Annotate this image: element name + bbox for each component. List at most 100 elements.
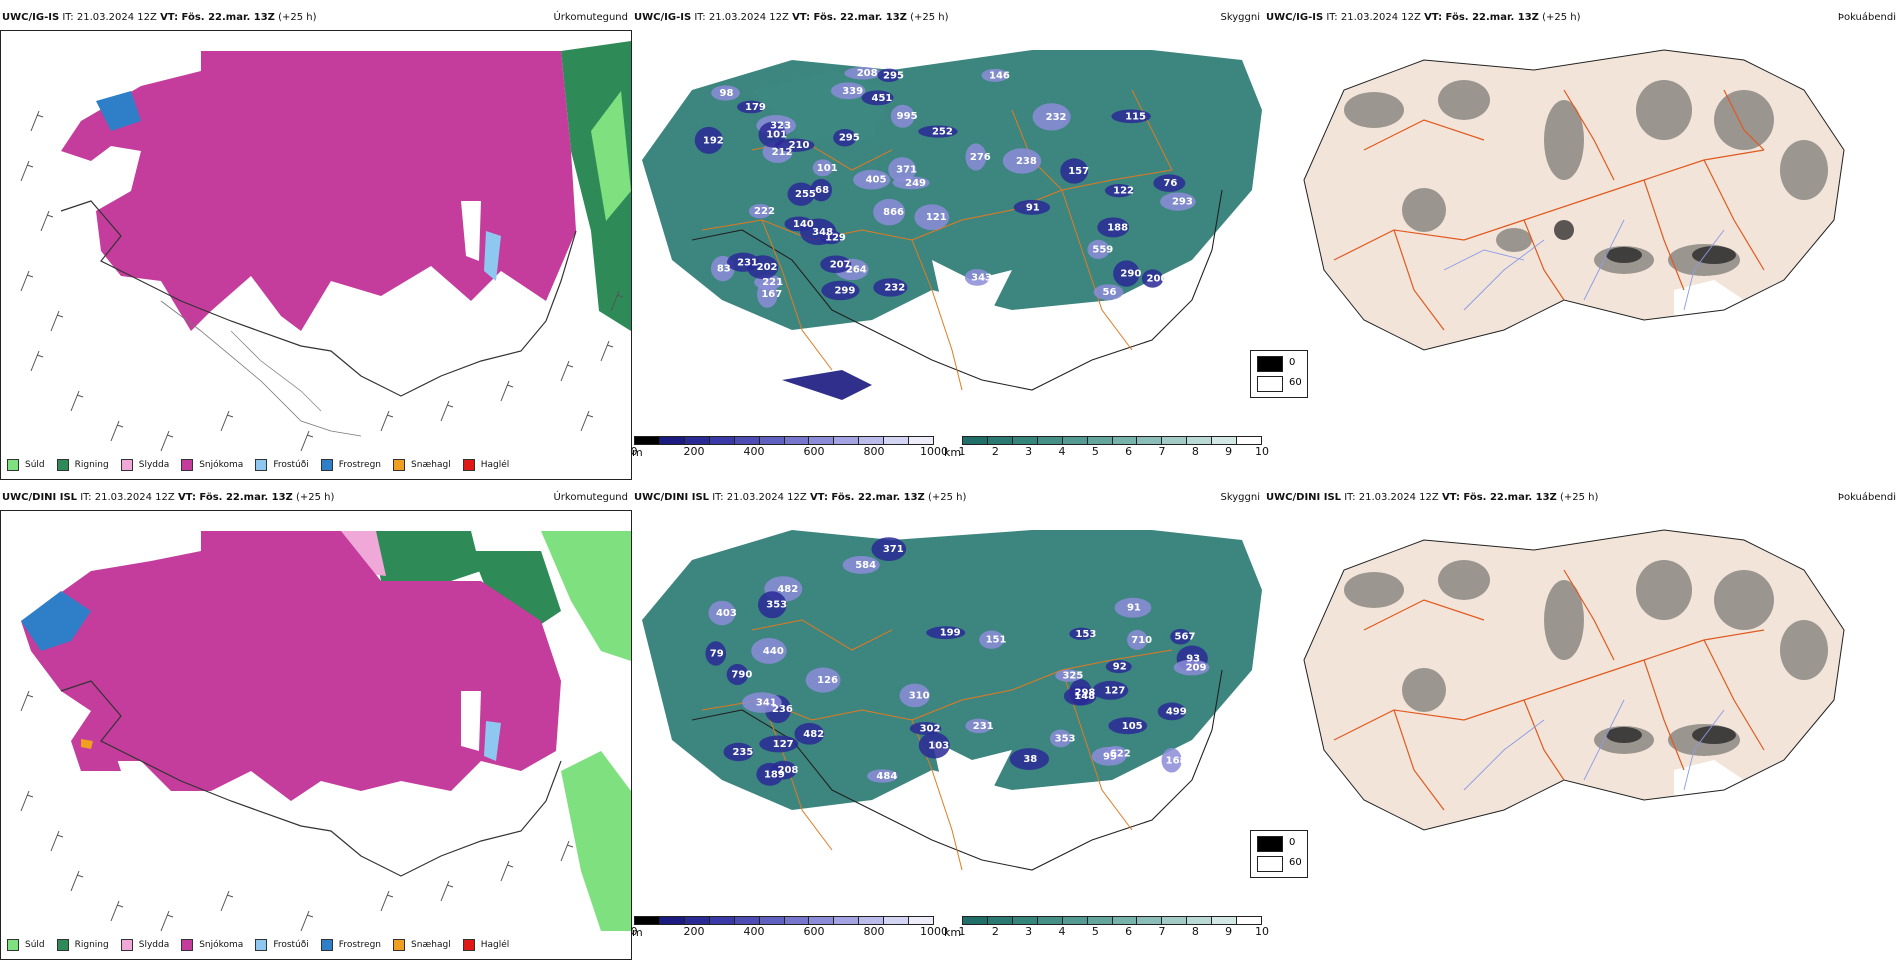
low-cloud-blob xyxy=(1091,746,1127,766)
cloud-base-label: 126 xyxy=(817,675,838,686)
colorbar-tick: 4 xyxy=(1058,445,1066,458)
cloud-base-label: 339 xyxy=(842,86,863,97)
cloud-base-label: 405 xyxy=(866,175,887,186)
colorbar-segment xyxy=(859,917,885,924)
top-row: UWC/IG-IS IT: 21.03.2024 12Z VT: Fös. 22… xyxy=(0,0,1900,480)
panel-title: Úrkomutegund xyxy=(553,492,628,503)
precip-legend: Súld Rigning Slydda Snjókoma Frostúði Frostre… xyxy=(7,937,521,953)
cloud-base-label: 353 xyxy=(766,600,787,611)
low-cloud-blob xyxy=(737,100,766,114)
cloud-base-label: 208 xyxy=(857,68,878,79)
cloud-base-label: 129 xyxy=(825,232,846,243)
fog-legend-high: 0 xyxy=(1289,837,1296,848)
low-cloud-blob xyxy=(1013,199,1051,215)
panel-header: UWC/IG-IS IT: 21.03.2024 12Z VT: Fös. 22… xyxy=(634,12,1260,28)
cloud-base-label: 484 xyxy=(876,771,897,782)
valid-time: VT: Fös. 22.mar. 13Z xyxy=(792,12,907,23)
freezing-drizzle-area xyxy=(484,231,501,281)
cloud-base-label: 146 xyxy=(989,70,1010,81)
cloud-base-label: 341 xyxy=(756,698,777,709)
init-time: IT: 21.03.2024 12Z xyxy=(1326,12,1421,23)
colorbar-segment xyxy=(1137,437,1163,444)
cloud-base-label: 482 xyxy=(803,729,824,740)
low-cloud-blob xyxy=(1111,109,1151,124)
colorbar-segment xyxy=(1012,917,1038,924)
low-cloud-blob xyxy=(711,85,740,101)
cloud-base-label: 622 xyxy=(1110,748,1131,759)
colorbar-segment xyxy=(884,437,910,444)
cloud-base-label: 584 xyxy=(855,560,876,571)
cloud-base-label: 559 xyxy=(1092,244,1113,255)
panel-header: UWC/IG-IS IT: 21.03.2024 12Z VT: Fös. 22… xyxy=(1266,12,1896,28)
cloud-base-label: 323 xyxy=(770,120,791,131)
fog-index-panel-top: UWC/IG-IS IT: 21.03.2024 12Z VT: Fös. 22… xyxy=(1250,12,1900,454)
legend-item: Frostregn xyxy=(320,459,382,471)
legend-label: Snjókoma xyxy=(199,460,244,470)
low-cloud-blob xyxy=(1087,239,1110,259)
low-cloud-blob xyxy=(1002,148,1042,174)
freezing-rain-area xyxy=(96,91,141,131)
legend-item: Snjókoma xyxy=(181,459,243,471)
fog-swatch-high xyxy=(1257,836,1283,852)
legend-label: Snjókoma xyxy=(199,940,244,950)
model-name: UWC/IG-IS xyxy=(1266,12,1324,23)
lead-time: (+25 h) xyxy=(1542,12,1581,23)
cloud-base-label: 210 xyxy=(789,140,810,151)
coastline xyxy=(691,189,1223,391)
low-cloud-blob xyxy=(1160,192,1196,211)
legend-label: Slydda xyxy=(138,940,170,950)
colorbar-segment xyxy=(1037,917,1063,924)
colorbar-tick: 600 xyxy=(803,925,825,938)
legend-item: Haglél xyxy=(462,939,510,951)
legend-label: Haglél xyxy=(480,940,510,950)
low-cloud-blob xyxy=(888,157,917,182)
low-cloud-blob xyxy=(1060,158,1089,184)
low-cloud-blob xyxy=(820,230,842,245)
fog-swatch-high xyxy=(1257,356,1283,372)
legend-label: Frostregn xyxy=(338,460,382,470)
cloud-base-label: 295 xyxy=(839,133,860,144)
colorbar-segment xyxy=(684,917,710,924)
cloud-base-label: 567 xyxy=(1175,632,1196,643)
low-cloud-blob xyxy=(1032,103,1071,131)
low-cloud-blob xyxy=(705,641,727,666)
colorbar-segment xyxy=(784,917,810,924)
cloud-base-label: 140 xyxy=(793,219,814,230)
cloud-base-labels: 200 212 221 339 83 255 179 866 371 995 348 188 295 23… xyxy=(703,68,1193,300)
wind-barbs xyxy=(20,110,624,452)
cloud-base-label: 232 xyxy=(884,282,905,293)
visibility-panel-top: UWC/IG-IS IT: 21.03.2024 12Z VT: Fös. 22… xyxy=(631,12,1270,459)
cloud-base-label: 299 xyxy=(834,285,855,296)
colorbar-segment xyxy=(1187,437,1213,444)
model-name: UWC/IG-IS xyxy=(634,12,692,23)
legend-item: Súld xyxy=(7,939,45,951)
rivers xyxy=(1463,699,1725,791)
legend-item: Rigning xyxy=(56,459,109,471)
cloud-base-label: 371 xyxy=(883,544,904,555)
colorbar-tick: 6 xyxy=(1125,925,1133,938)
colorbar-segment xyxy=(963,437,988,444)
colorbar-tick: 1 xyxy=(958,925,966,938)
low-cloud-blob xyxy=(979,630,1004,649)
init-time: IT: 21.03.2024 12Z xyxy=(694,12,789,23)
colorbar-tick: 6 xyxy=(1125,445,1133,458)
cloud-base-label: 200 xyxy=(1147,274,1168,285)
legend-item: Slydda xyxy=(120,459,169,471)
cloud-base-label: 101 xyxy=(766,130,787,141)
colorbar-segment xyxy=(1237,437,1262,444)
panel-header: UWC/DINI ISL IT: 21.03.2024 12Z VT: Fös.… xyxy=(2,492,628,508)
colorbar-segment xyxy=(1212,437,1238,444)
colorbar-segment xyxy=(1062,917,1088,924)
visibility-map: 105 92 584 622 567 199 482 440 790 499 302 236 126 93… xyxy=(632,510,1262,910)
colorbar-segment xyxy=(834,917,860,924)
lead-time: (+25 h) xyxy=(1559,492,1599,503)
low-cloud-blob xyxy=(871,537,907,561)
cloud-base-label: 79 xyxy=(710,648,724,659)
low-cloud-blob xyxy=(770,760,797,780)
legend-item: Snæhagl xyxy=(393,459,451,471)
colorbar-unit: m xyxy=(632,926,643,939)
colorbar-tick: 8 xyxy=(1191,445,1199,458)
precip-type-panel-top: UWC/IG-IS IT: 21.03.2024 12Z VT: Fös. 22… xyxy=(0,12,632,480)
colorbar-segment xyxy=(809,917,835,924)
colorbar-tick: 2 xyxy=(991,925,999,938)
